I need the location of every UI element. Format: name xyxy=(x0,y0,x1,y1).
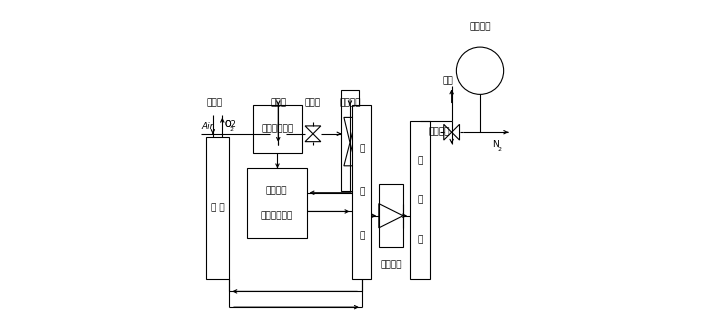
Text: 净: 净 xyxy=(417,156,422,165)
Text: 化: 化 xyxy=(417,196,422,204)
Text: 提纯装置: 提纯装置 xyxy=(428,128,449,137)
Text: 池: 池 xyxy=(359,231,365,240)
Text: 压力显示: 压力显示 xyxy=(469,22,491,31)
Bar xyxy=(410,121,429,279)
Text: 电子控制: 电子控制 xyxy=(266,186,287,195)
Bar xyxy=(353,105,371,279)
Text: O: O xyxy=(225,120,232,129)
Text: 液 罐: 液 罐 xyxy=(210,203,225,212)
Text: 排空: 排空 xyxy=(442,76,453,85)
Bar xyxy=(341,90,358,190)
Bar xyxy=(379,184,403,247)
Text: O2: O2 xyxy=(225,120,237,129)
Text: 器: 器 xyxy=(417,235,422,244)
Text: 2: 2 xyxy=(498,147,501,152)
Text: 进气控制: 进气控制 xyxy=(339,98,360,107)
Text: 电: 电 xyxy=(359,144,365,153)
Text: 进液口: 进液口 xyxy=(206,98,223,107)
Text: 解: 解 xyxy=(359,188,365,197)
Text: 稳压阀: 稳压阀 xyxy=(305,98,321,107)
Text: N: N xyxy=(493,140,499,149)
Text: 出气控制: 出气控制 xyxy=(380,260,402,269)
Bar xyxy=(253,105,302,153)
Text: 自动调节系统: 自动调节系统 xyxy=(260,211,293,220)
Bar xyxy=(247,169,306,238)
Text: 压力控制系统: 压力控制系统 xyxy=(262,125,294,134)
Bar xyxy=(205,137,230,279)
Text: Air: Air xyxy=(201,122,213,131)
Text: 2: 2 xyxy=(229,127,233,132)
Text: 进气阀: 进气阀 xyxy=(270,98,287,107)
